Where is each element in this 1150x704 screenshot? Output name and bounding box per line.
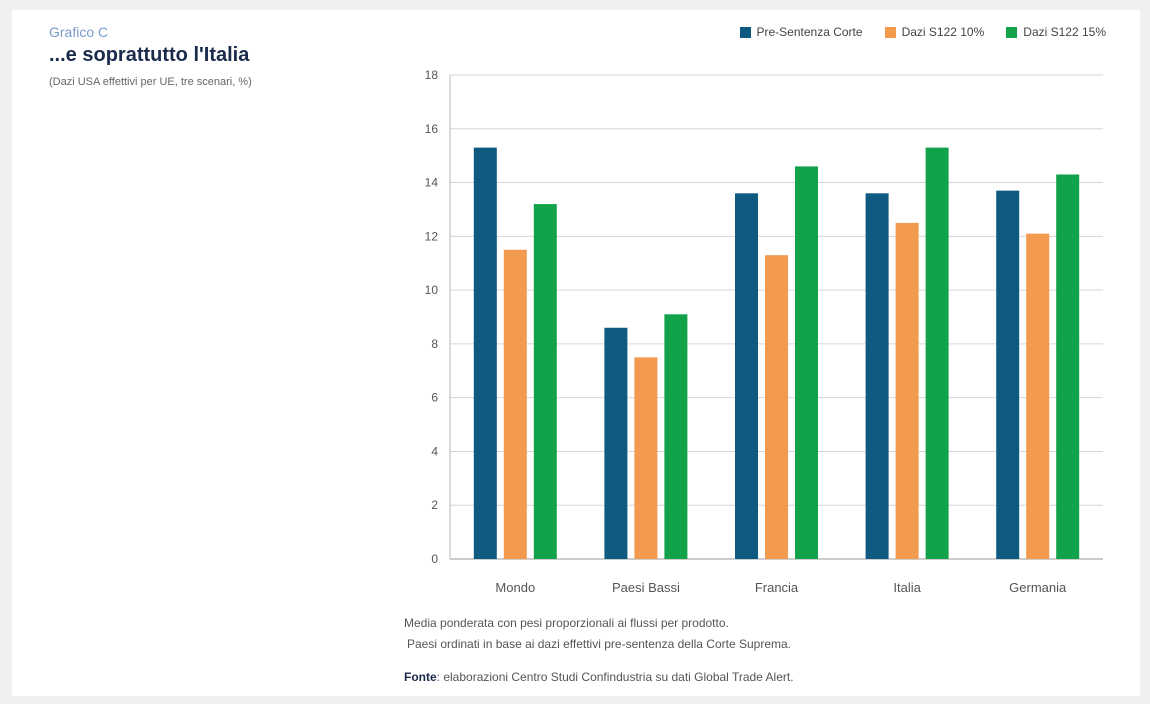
y-tick-label: 4 — [431, 444, 438, 458]
bar — [795, 166, 818, 559]
chart-title: ...e soprattutto l'Italia — [49, 44, 250, 66]
bar — [503, 249, 527, 559]
y-tick-label: 14 — [425, 176, 439, 190]
y-tick-label: 6 — [431, 391, 438, 405]
bar — [1056, 174, 1080, 559]
y-tick-label: 18 — [425, 68, 439, 82]
bar — [895, 222, 919, 559]
legend-swatch — [1006, 26, 1018, 38]
x-axis-categories: Mondo Paesi Bassi Francia Italia Germania — [495, 580, 1067, 595]
bar — [925, 147, 949, 559]
chart-notes: Media ponderata con pesi proporzionali a… — [404, 613, 791, 655]
y-tick-label: 0 — [431, 552, 438, 566]
bar — [765, 255, 788, 559]
chart-legend: Pre-Sentenza Corte Dazi S122 10% Dazi S1… — [739, 25, 1106, 39]
x-category-label: Paesi Bassi — [612, 580, 680, 595]
bar — [533, 204, 557, 560]
bar — [735, 193, 758, 560]
chart-kicker: Grafico C — [49, 24, 109, 40]
bar — [604, 327, 628, 559]
legend-label: Dazi S122 15% — [1023, 25, 1106, 39]
bar — [865, 193, 889, 560]
y-tick-label: 12 — [425, 229, 439, 243]
bar — [473, 147, 497, 559]
legend-item-dazi-15: Dazi S122 15% — [1006, 25, 1106, 39]
source-text: : elaborazioni Centro Studi Confindustri… — [436, 670, 794, 684]
legend-swatch — [884, 26, 896, 38]
y-tick-label: 16 — [425, 122, 439, 136]
y-axis-ticks: 0 2 4 6 8 10 12 14 16 18 — [425, 68, 439, 566]
x-category-label: Francia — [755, 580, 799, 595]
x-category-label: Germania — [1009, 580, 1067, 595]
bar — [1026, 233, 1050, 559]
bar — [634, 357, 658, 559]
chart-subtitle: (Dazi USA effettivi per UE, tre scenari,… — [49, 76, 252, 88]
legend-item-pre-sentenza: Pre-Sentenza Corte — [739, 25, 863, 39]
legend-item-dazi-10: Dazi S122 10% — [884, 25, 985, 39]
y-tick-label: 10 — [425, 283, 439, 297]
legend-label: Dazi S122 10% — [901, 25, 985, 39]
x-category-label: Mondo — [495, 580, 535, 595]
chart-card — [12, 10, 1140, 696]
note-line-2: Paesi ordinati in base ai dazi effettivi… — [407, 637, 791, 651]
bars — [473, 147, 1080, 560]
note-line-1: Media ponderata con pesi proporzionali a… — [404, 616, 729, 630]
legend-swatch — [739, 26, 751, 38]
y-tick-label: 2 — [431, 498, 438, 512]
chart-source: Fonte: elaborazioni Centro Studi Confind… — [404, 670, 794, 684]
bar — [996, 190, 1020, 559]
y-tick-label: 8 — [431, 337, 438, 351]
bar — [664, 314, 688, 559]
x-category-label: Italia — [893, 580, 921, 595]
legend-label: Pre-Sentenza Corte — [756, 25, 863, 39]
source-label: Fonte — [404, 670, 437, 684]
